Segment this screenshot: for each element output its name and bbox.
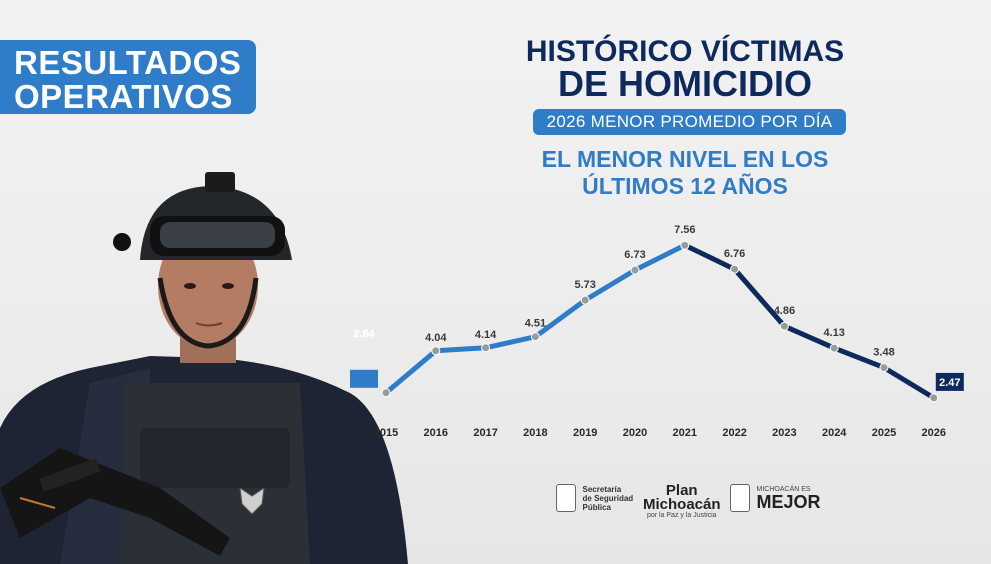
badge-line-1: RESULTADOS [14, 44, 242, 81]
data-point-2019 [580, 295, 590, 305]
data-point-2016 [431, 346, 441, 356]
logo-plan-michoacan: Plan Michoacán por la Paz y la Justicia [643, 482, 721, 519]
value-label-2019: 5.73 [574, 279, 595, 291]
x-tick-2017: 2017 [473, 427, 497, 439]
subtitle-pill: 2026 MENOR PROMEDIO POR DÍA [533, 109, 846, 135]
data-point-2017 [481, 343, 491, 353]
value-label-2022: 6.76 [724, 248, 745, 260]
value-label-2016: 4.04 [425, 332, 447, 344]
logo2-line-1: Plan [665, 482, 698, 499]
logo2-tagline: por la Paz y la Justicia [646, 512, 717, 519]
x-tick-2016: 2016 [424, 427, 448, 439]
data-point-2018 [530, 332, 540, 342]
logo1-line-1: Secretaría [582, 484, 622, 494]
line-segment-2018-2019 [532, 297, 588, 340]
line-segment-2025-2026 [881, 365, 937, 401]
line-segment-2024-2025 [831, 345, 887, 371]
x-tick-2019: 2019 [573, 427, 597, 439]
line-segment-2021-2022 [682, 242, 738, 272]
x-tick-2026: 2026 [922, 427, 946, 439]
x-tick-2018: 2018 [523, 427, 547, 439]
x-tick-2022: 2022 [722, 427, 746, 439]
section-badge: RESULTADOS OPERATIVOS [0, 40, 256, 114]
line-segment-2019-2020 [582, 267, 638, 303]
title-line-2: DE HOMICIDIO [557, 63, 812, 104]
shield-icon [556, 484, 576, 512]
line-segment-2022-2023 [732, 266, 787, 329]
x-tick-2020: 2020 [623, 427, 647, 439]
line-segment-2015-2016 [383, 348, 439, 396]
officer-illustration [0, 172, 408, 564]
value-label-2024: 4.13 [823, 327, 844, 339]
chart-title: HISTÓRICO VÍCTIMAS DE HOMICIDIO [510, 35, 860, 104]
line-segment-2020-2021 [632, 242, 688, 273]
badge-line-2: OPERATIVOS [14, 78, 233, 115]
logo3-big: MEJOR [756, 491, 821, 512]
x-tick-2015: 2015 [374, 427, 398, 439]
data-point-2023 [779, 321, 789, 331]
crest-icon [730, 484, 750, 512]
logo3-small: MICHOACÁN ES [756, 485, 811, 493]
logo1-line-3: Pública [582, 502, 611, 512]
data-point-2024 [829, 343, 839, 353]
line-segment-2016-2017 [433, 345, 489, 354]
data-point-2021 [680, 240, 690, 250]
value-label-2018: 4.51 [525, 318, 546, 330]
x-tick-2021: 2021 [673, 427, 697, 439]
highlight-box-2015 [350, 369, 378, 388]
data-point-2025 [879, 363, 889, 373]
value-label-2015: 2.64 [353, 328, 375, 340]
value-label-2023: 4.86 [774, 305, 795, 317]
logo-michoacan-mejor: MICHOACÁN ES MEJOR [730, 484, 821, 512]
value-label-2020: 6.73 [624, 249, 645, 261]
subtitle-line-2: ÚLTIMOS 12 AÑOS [582, 173, 788, 199]
x-tick-2025: 2025 [872, 427, 896, 439]
logo1-line-2: de Seguridad [582, 493, 634, 503]
line-segment-2017-2018 [483, 334, 538, 351]
data-point-2022 [730, 264, 740, 274]
data-point-2015 [381, 388, 391, 398]
value-label-2026: 2.47 [939, 377, 960, 389]
data-point-2026 [929, 393, 939, 403]
subtitle-line-1: EL MENOR NIVEL EN LOS [541, 146, 829, 172]
highlight-box-2026 [935, 372, 964, 391]
data-point-2020 [630, 265, 640, 275]
x-tick-2024: 2024 [822, 427, 847, 439]
value-label-2025: 3.48 [873, 347, 894, 359]
line-segment-2023-2024 [781, 323, 837, 351]
logo-seguridad: Secretaría de Seguridad Pública [556, 484, 633, 512]
logo2-line-2: Michoacán [643, 496, 721, 513]
value-label-2021: 7.56 [674, 224, 695, 236]
chart-subtitle: EL MENOR NIVEL EN LOS ÚLTIMOS 12 AÑOS [510, 146, 860, 200]
value-label-2017: 4.14 [475, 329, 497, 341]
x-tick-2023: 2023 [772, 427, 796, 439]
title-line-1: HISTÓRICO VÍCTIMAS [525, 35, 845, 68]
